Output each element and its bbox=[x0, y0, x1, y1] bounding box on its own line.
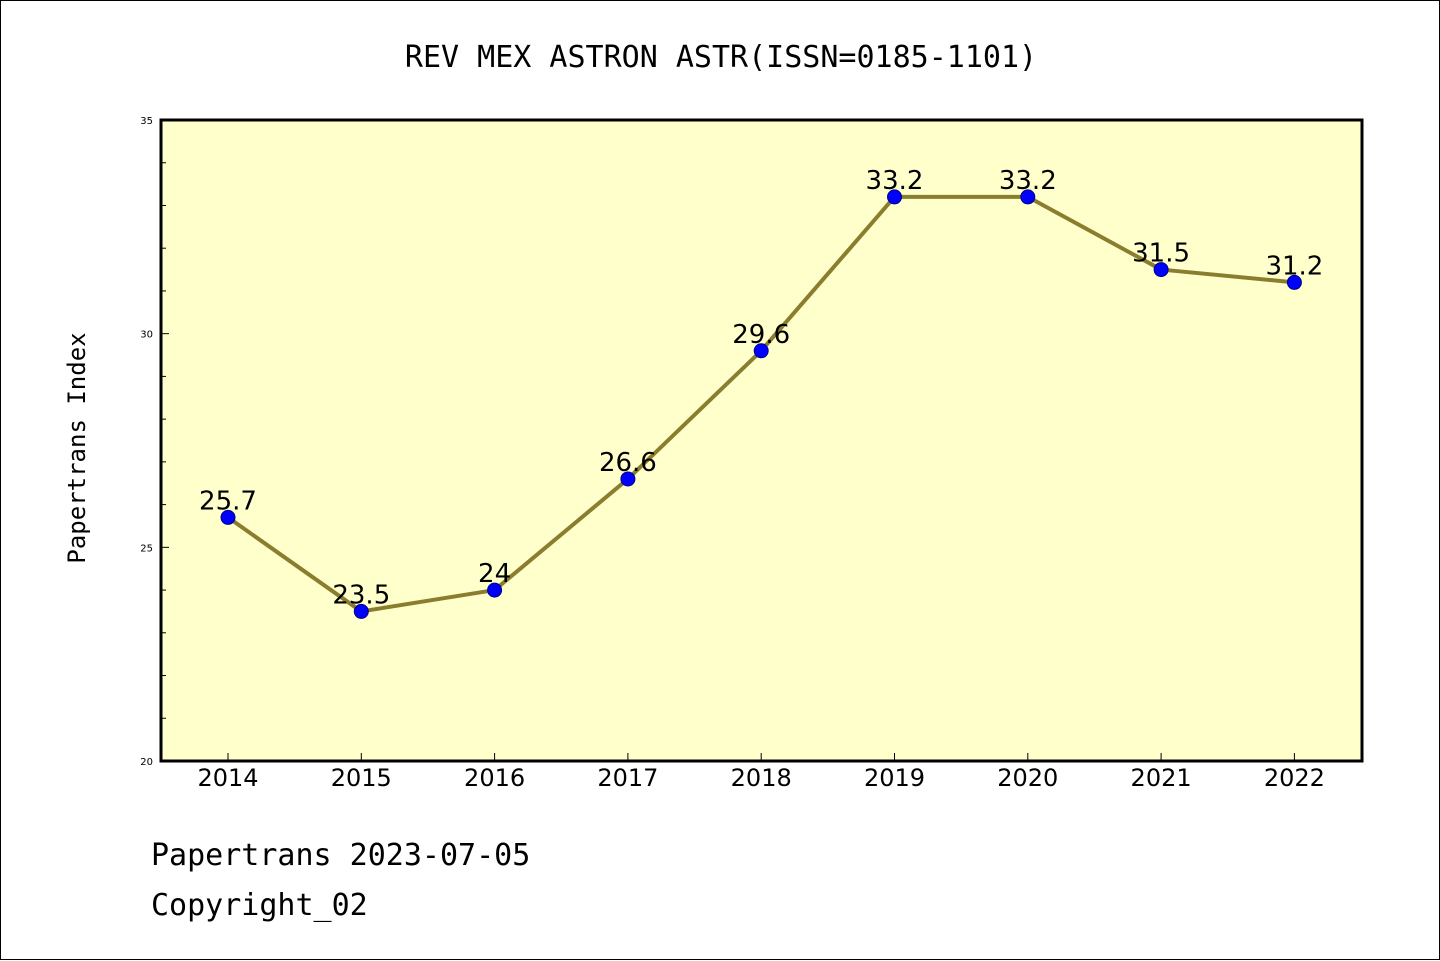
data-point bbox=[1286, 274, 1302, 290]
x-tick-label: 2020 bbox=[997, 764, 1058, 792]
y-tick-label: 25 bbox=[140, 543, 153, 554]
data-point bbox=[887, 189, 902, 205]
x-tick-label: 2016 bbox=[464, 764, 525, 792]
y-tick-label: 20 bbox=[140, 757, 153, 768]
data-label: 33.2 bbox=[866, 166, 924, 196]
x-tick-label: 2018 bbox=[731, 764, 792, 792]
data-label: 31.2 bbox=[1265, 251, 1323, 281]
series-markers bbox=[220, 189, 1302, 619]
data-point bbox=[620, 471, 636, 487]
x-axis: 2014 2015 2016 2017 2018 2019 2020 2021 2022 bbox=[197, 753, 1325, 792]
y-tick-label: 35 bbox=[140, 116, 153, 127]
data-point bbox=[353, 603, 369, 619]
data-label: 25.7 bbox=[199, 486, 257, 516]
data-label: 29.6 bbox=[732, 320, 790, 350]
x-tick-label: 2019 bbox=[864, 764, 925, 792]
y-axis-label: Papertrans Index bbox=[63, 332, 91, 563]
x-tick-label: 2015 bbox=[331, 764, 392, 792]
data-point bbox=[1153, 262, 1169, 278]
data-label: 26.6 bbox=[599, 448, 657, 478]
data-point bbox=[1020, 189, 1036, 205]
chart-title: REV MEX ASTRON ASTR(ISSN=0185-1101) bbox=[405, 40, 1037, 75]
data-label: 33.2 bbox=[999, 166, 1057, 196]
data-point bbox=[220, 509, 236, 525]
footer-date-text: Papertrans 2023-07-05 bbox=[151, 838, 530, 873]
data-point bbox=[753, 343, 769, 359]
y-axis: 20 25 30 35 bbox=[140, 116, 169, 768]
plot-area bbox=[159, 118, 1364, 763]
x-tick-label: 2017 bbox=[597, 764, 658, 792]
data-label: 24 bbox=[478, 559, 511, 589]
data-point bbox=[487, 582, 503, 598]
footer-copyright-text: Copyright_02 bbox=[151, 888, 368, 923]
data-label: 31.5 bbox=[1132, 239, 1190, 269]
data-labels: 25.7 23.5 24 26.6 29.6 33.2 33.2 31.5 31.2 bbox=[199, 166, 1323, 611]
x-tick-label: 2022 bbox=[1264, 764, 1325, 792]
y-tick-label: 30 bbox=[140, 330, 153, 341]
x-tick-label: 2021 bbox=[1131, 764, 1192, 792]
data-label: 23.5 bbox=[332, 580, 390, 610]
x-tick-label: 2014 bbox=[197, 764, 258, 792]
